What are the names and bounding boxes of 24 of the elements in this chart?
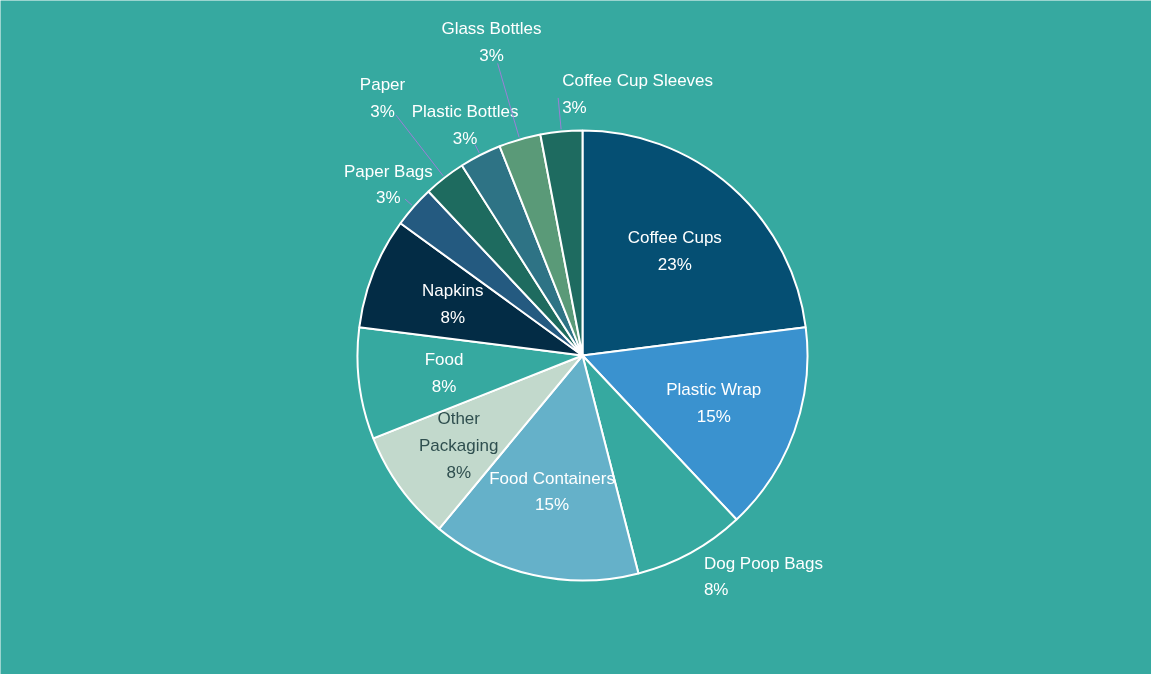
data-label: 8% xyxy=(431,376,457,396)
slice-label: Coffee Cup Sleeves xyxy=(562,71,714,91)
data-label: 8% xyxy=(703,580,729,600)
slice-label: Napkins xyxy=(422,281,484,301)
slice-label: Plastic Bottles xyxy=(411,102,519,122)
data-label: 3% xyxy=(452,128,478,148)
slice-label: Food xyxy=(424,350,464,370)
slice-label: Paper xyxy=(359,74,406,94)
slice-label: Coffee Cups xyxy=(627,228,722,248)
slice-label: Plastic Wrap xyxy=(666,379,762,399)
slice-label: Other Packaging xyxy=(419,409,499,455)
slice-label: Food Containers xyxy=(489,468,615,488)
data-label: 15% xyxy=(535,495,570,515)
data-label: 3% xyxy=(479,46,504,65)
data-label: 3% xyxy=(562,97,587,117)
slice-label: Dog Poop Bags xyxy=(703,553,823,573)
data-label: 23% xyxy=(657,254,692,274)
slice-label: Glass Bottles xyxy=(441,19,542,39)
data-label: 8% xyxy=(446,462,472,482)
data-label: 15% xyxy=(696,406,731,426)
slice-label: Paper Bags xyxy=(343,161,433,181)
data-label: 3% xyxy=(370,101,395,121)
data-label: 8% xyxy=(440,307,466,327)
data-label: 3% xyxy=(376,188,401,208)
